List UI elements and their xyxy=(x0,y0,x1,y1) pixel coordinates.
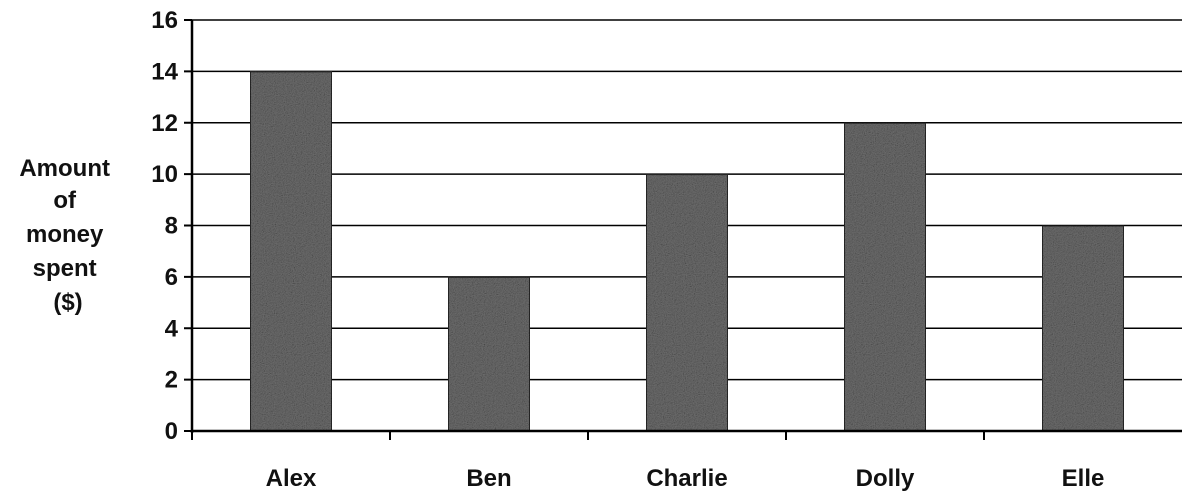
y-tick-label: 16 xyxy=(151,7,178,34)
bar-dolly xyxy=(843,121,927,432)
y-tick-label: 10 xyxy=(151,161,178,188)
y-tick-labels: 0 2 4 6 8 10 12 14 16 xyxy=(151,7,192,445)
y-axis-label-line: money xyxy=(26,221,104,248)
bar-ben xyxy=(447,275,531,432)
x-tick-label: Elle xyxy=(1062,465,1105,492)
x-tick-label: Alex xyxy=(266,465,317,492)
y-axis-label: Amount of money spent ($) xyxy=(19,155,116,316)
bar-elle xyxy=(1041,224,1125,432)
y-axis-label-line: spent xyxy=(33,255,97,282)
category-labels: Alex Ben Charlie Dolly Elle xyxy=(266,465,1105,492)
x-tick-label: Charlie xyxy=(646,465,727,492)
y-tick-label: 0 xyxy=(165,418,178,445)
y-axis-label-line: ($) xyxy=(53,289,82,316)
bar-charlie xyxy=(645,173,729,432)
bar-alex xyxy=(249,70,333,432)
bars xyxy=(249,70,1125,432)
y-tick-label: 8 xyxy=(165,213,178,240)
y-tick-label: 12 xyxy=(151,110,178,137)
x-tick-label: Ben xyxy=(466,465,511,492)
y-tick-label: 6 xyxy=(165,264,178,291)
y-tick-label: 14 xyxy=(151,58,178,85)
y-axis-label-line: of xyxy=(53,187,77,214)
y-tick-label: 2 xyxy=(165,367,178,394)
y-tick-label: 4 xyxy=(165,315,179,342)
x-tick-marks xyxy=(191,431,985,440)
x-tick-label: Dolly xyxy=(856,465,915,492)
y-axis-label-line: Amount xyxy=(19,155,110,182)
